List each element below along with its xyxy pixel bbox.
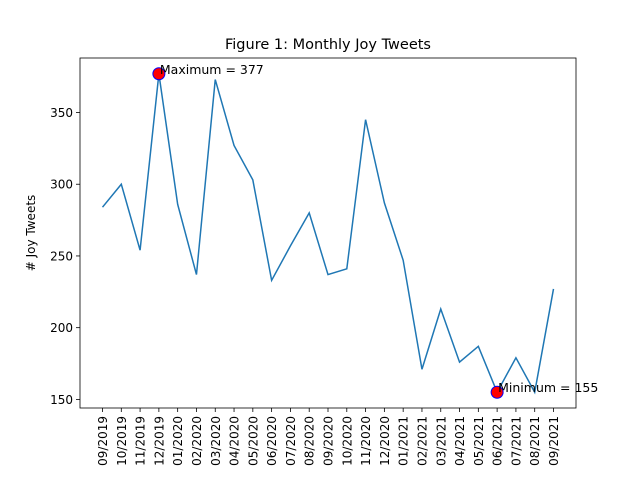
chart-title: Figure 1: Monthly Joy Tweets	[225, 37, 431, 53]
annotation-label: Minimum = 155	[498, 380, 598, 395]
annotation-marker	[490, 385, 504, 399]
y-tick-label: 150	[50, 393, 73, 407]
x-tick-label: 10/2020	[340, 416, 354, 466]
plot-area	[79, 57, 577, 409]
series-line	[101, 73, 555, 395]
annotation-label: Maximum = 377	[160, 62, 264, 77]
x-tick-label: 06/2020	[265, 416, 279, 466]
x-tick-label: 12/2019	[152, 416, 166, 466]
x-tick-label: 10/2019	[115, 416, 129, 466]
x-tick-label: 02/2020	[190, 416, 204, 466]
x-tick-label: 03/2021	[434, 416, 448, 466]
x-tick-label: 07/2021	[509, 416, 523, 466]
x-tick-label: 08/2021	[528, 416, 542, 466]
y-tick-label: 350	[50, 106, 73, 120]
y-tick-label: 250	[50, 249, 73, 263]
y-tick-label: 300	[50, 178, 73, 192]
x-tick-label: 11/2020	[359, 416, 373, 466]
x-tick-label: 11/2019	[134, 416, 148, 466]
x-tick-label: 01/2021	[397, 416, 411, 466]
x-tick-label: 05/2020	[246, 416, 260, 466]
y-tick-label: 200	[50, 321, 73, 335]
x-tick-label: 02/2021	[415, 416, 429, 466]
x-tick-label: 04/2020	[228, 416, 242, 466]
y-axis-label: # Joy Tweets	[24, 195, 38, 272]
x-axis: 09/2019 10/2019 11/2019 12/2019 01/2020 02/20…	[96, 408, 561, 466]
annotation-marker	[152, 67, 166, 81]
y-axis: 150 200 250 300 350	[50, 106, 80, 407]
x-tick-label: 12/2020	[378, 416, 392, 466]
x-tick-label: 06/2021	[491, 416, 505, 466]
x-tick-label: 08/2020	[303, 416, 317, 466]
annotation-markers: Maximum = 377 Minimum = 155	[152, 62, 598, 399]
x-tick-label: 01/2020	[171, 416, 185, 466]
x-tick-label: 09/2021	[547, 416, 561, 466]
x-tick-label: 09/2020	[322, 416, 336, 466]
x-tick-label: 07/2020	[284, 416, 298, 466]
x-tick-label: 04/2021	[453, 416, 467, 466]
x-tick-label: 05/2021	[472, 416, 486, 466]
x-tick-label: 03/2020	[209, 416, 223, 466]
x-tick-label: 09/2019	[96, 416, 110, 466]
